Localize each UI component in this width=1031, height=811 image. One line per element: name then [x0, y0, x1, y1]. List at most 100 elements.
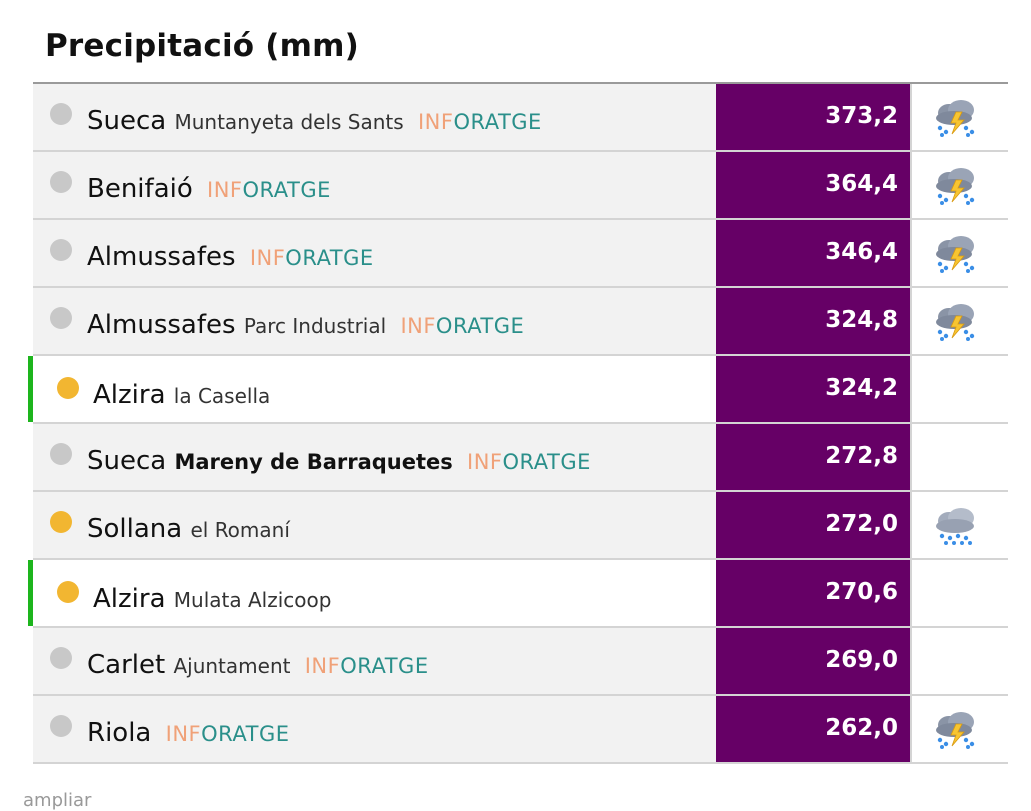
inforatge-badge: INFORATGE [250, 246, 374, 270]
inforatge-badge: INFORATGE [400, 314, 524, 338]
station-cell: Riola INFORATGE [33, 696, 716, 762]
inforatge-badge: INFORATGE [305, 654, 429, 678]
precipitation-value: 262,0 [716, 696, 910, 762]
badge-part-2: ORATGE [242, 178, 331, 202]
precipitation-value: 346,4 [716, 220, 910, 286]
city-name: Riola [87, 718, 152, 748]
badge-part-1: INF [304, 654, 341, 678]
table-row[interactable]: Almussafes INFORATGE 346,4 [33, 220, 1008, 288]
weather-cell [910, 152, 1008, 218]
station-cell: Almussafes Parc Industrial INFORATGE [33, 288, 716, 354]
station-name[interactable]: Almussafes INFORATGE [87, 240, 374, 275]
badge-part-1: INF [207, 178, 243, 202]
precipitation-value: 373,2 [716, 84, 910, 150]
station-name[interactable]: Sueca Muntanyeta dels Sants INFORATGE [87, 104, 542, 139]
badge-part-2: ORATGE [201, 722, 290, 746]
weather-cell [910, 356, 1008, 422]
precipitation-value: 272,0 [716, 492, 910, 558]
precipitation-table: Sueca Muntanyeta dels Sants INFORATGE 373… [28, 82, 1008, 764]
table-row[interactable]: Riola INFORATGE 262,0 [33, 696, 1008, 764]
page-title: Precipitació (mm) [45, 28, 360, 64]
weather-cell [910, 220, 1008, 286]
precipitation-value: 324,2 [716, 356, 910, 422]
table-row[interactable]: Carlet Ajuntament INFORATGE 269,0 [33, 628, 1008, 696]
station-name[interactable]: Alzira Mulata Alzicoop [93, 582, 331, 617]
weather-cell [910, 424, 1008, 490]
storm-cloud-icon [932, 98, 980, 138]
status-dot-icon [50, 239, 72, 261]
badge-part-2: ORATGE [453, 110, 542, 134]
sun-status-icon [50, 511, 72, 533]
city-name: Almussafes [87, 310, 236, 340]
station-location: la Casella [173, 384, 271, 408]
station-cell: Alzira la Casella [33, 356, 716, 422]
station-name[interactable]: Sollana el Romaní [87, 512, 290, 547]
badge-part-2: ORATGE [340, 654, 429, 678]
city-name: Sueca [87, 446, 167, 476]
inforatge-badge: INFORATGE [467, 450, 591, 474]
weather-cell [910, 560, 1008, 626]
city-name: Sollana [87, 514, 183, 544]
station-name[interactable]: Benifaió INFORATGE [87, 172, 331, 207]
status-dot-icon [50, 171, 72, 193]
badge-part-1: INF [249, 246, 286, 270]
table-row[interactable]: Sollana el Romaní 272,0 [33, 492, 1008, 560]
station-cell: Sueca Mareny de Barraquetes INFORATGE [33, 424, 716, 490]
station-name[interactable]: Carlet Ajuntament INFORATGE [87, 648, 429, 683]
station-name[interactable]: Sueca Mareny de Barraquetes INFORATGE [87, 444, 591, 479]
storm-cloud-icon [932, 710, 980, 750]
city-name: Alzira [93, 584, 166, 614]
station-name[interactable]: Riola INFORATGE [87, 716, 289, 751]
expand-link[interactable]: ampliar [23, 790, 92, 811]
precipitation-value: 364,4 [716, 152, 910, 218]
weather-cell [910, 492, 1008, 558]
badge-part-1: INF [165, 722, 202, 746]
station-name[interactable]: Almussafes Parc Industrial INFORATGE [87, 308, 524, 343]
station-cell: Alzira Mulata Alzicoop [33, 560, 716, 626]
station-location: Ajuntament [173, 654, 291, 678]
badge-part-1: INF [417, 110, 454, 134]
badge-part-2: ORATGE [502, 450, 591, 474]
city-name: Sueca [87, 106, 167, 136]
station-location: Parc Industrial [243, 314, 387, 338]
station-cell: Sollana el Romaní [33, 492, 716, 558]
weather-cell [910, 628, 1008, 694]
table-row[interactable]: Almussafes Parc Industrial INFORATGE 324,… [33, 288, 1008, 356]
inforatge-badge: INFORATGE [418, 110, 542, 134]
storm-cloud-icon [932, 234, 980, 274]
station-location: el Romaní [190, 518, 290, 542]
badge-part-1: INF [467, 450, 503, 474]
badge-part-2: ORATGE [435, 314, 525, 338]
station-cell: Almussafes INFORATGE [33, 220, 716, 286]
table-row[interactable]: Sueca Muntanyeta dels Sants INFORATGE 373… [33, 84, 1008, 152]
badge-part-2: ORATGE [285, 246, 374, 270]
table-row[interactable]: Alzira Mulata Alzicoop 270,6 [28, 560, 1008, 628]
table-row[interactable]: Benifaió INFORATGE 364,4 [33, 152, 1008, 220]
precipitation-value: 324,8 [716, 288, 910, 354]
precipitation-value: 270,6 [716, 560, 910, 626]
status-dot-icon [50, 103, 72, 125]
precipitation-value: 269,0 [716, 628, 910, 694]
city-name: Almussafes [87, 242, 236, 272]
status-dot-icon [50, 443, 72, 465]
table-row[interactable]: Alzira la Casella 324,2 [28, 356, 1008, 424]
status-dot-icon [50, 307, 72, 329]
sun-status-icon [57, 377, 79, 399]
city-name: Carlet [87, 650, 166, 680]
storm-cloud-icon [932, 302, 980, 342]
inforatge-badge: INFORATGE [207, 178, 331, 202]
status-dot-icon [50, 647, 72, 669]
storm-cloud-icon [932, 166, 980, 206]
city-name: Alzira [93, 380, 166, 410]
station-location: Mulata Alzicoop [173, 588, 332, 612]
station-name[interactable]: Alzira la Casella [93, 378, 270, 413]
badge-part-1: INF [400, 314, 436, 338]
station-location: Muntanyeta dels Sants [174, 110, 404, 134]
rain-cloud-icon [932, 506, 980, 546]
weather-cell [910, 696, 1008, 762]
status-dot-icon [50, 715, 72, 737]
table-row[interactable]: Sueca Mareny de Barraquetes INFORATGE 272… [33, 424, 1008, 492]
station-cell: Benifaió INFORATGE [33, 152, 716, 218]
weather-cell [910, 84, 1008, 150]
precipitation-value: 272,8 [716, 424, 910, 490]
